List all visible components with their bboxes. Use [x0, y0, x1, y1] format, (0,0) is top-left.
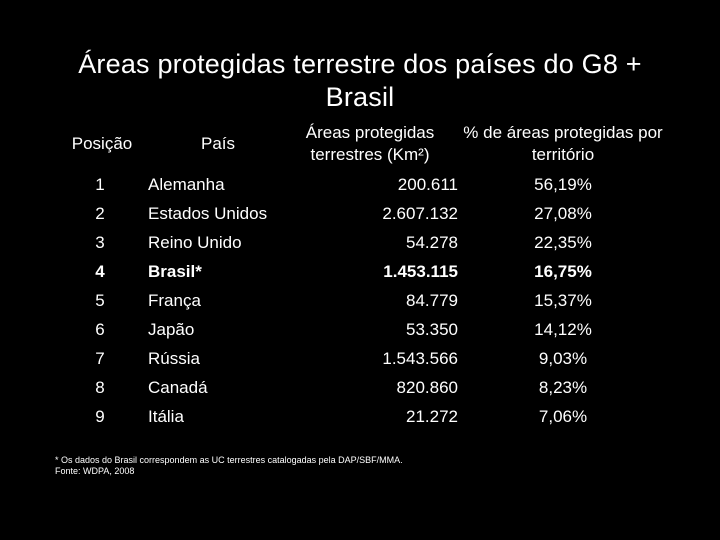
cell-percentual: 16,75%: [534, 262, 592, 281]
footnote-brasil: * Os dados do Brasil correspondem as UC …: [55, 455, 403, 465]
cell-percentual: 27,08%: [534, 204, 592, 223]
table-row: 1 Alemanha 200.611 56,19%: [0, 170, 720, 199]
cell-areas: 1.543.566: [382, 349, 458, 368]
footnotes: * Os dados do Brasil correspondem as UC …: [55, 455, 403, 477]
cell-posicao: 9: [95, 407, 105, 426]
header-pais: País: [200, 134, 236, 153]
table-row: 2 Estados Unidos 2.607.132 27,08%: [0, 199, 720, 228]
cell-pais: Alemanha: [148, 175, 225, 194]
cell-percentual: 14,12%: [534, 320, 592, 339]
cell-pais: Reino Unido: [148, 233, 242, 252]
cell-percentual: 22,35%: [534, 233, 592, 252]
cell-pais: Brasil*: [148, 262, 202, 281]
table-row: 7 Rússia 1.543.566 9,03%: [0, 344, 720, 373]
cell-areas: 820.860: [396, 378, 458, 397]
cell-pais: Rússia: [148, 349, 200, 368]
table-row: 6 Japão 53.350 14,12%: [0, 315, 720, 344]
table-row: 4 Brasil* 1.453.115 16,75%: [0, 257, 720, 286]
cell-areas: 84.779: [406, 291, 458, 310]
cell-pais: Japão: [148, 320, 195, 339]
cell-posicao: 5: [95, 291, 105, 310]
cell-percentual: 9,03%: [538, 349, 588, 368]
cell-pais: Estados Unidos: [148, 204, 268, 223]
cell-posicao: 7: [95, 349, 105, 368]
cell-areas: 1.453.115: [383, 262, 458, 281]
cell-posicao: 6: [95, 320, 105, 339]
header-posicao: Posição: [71, 134, 133, 153]
table-row: 5 França 84.779 15,37%: [0, 286, 720, 315]
cell-areas: 53.350: [406, 320, 458, 339]
cell-posicao: 8: [95, 378, 105, 397]
slide-title: Áreas protegidas terrestre dos países do…: [78, 49, 642, 112]
cell-posicao: 3: [95, 233, 105, 252]
cell-posicao: 2: [95, 204, 105, 223]
header-percentual: % de áreas protegidas por território: [463, 123, 663, 164]
footnote-source: Fonte: WDPA, 2008: [55, 466, 135, 476]
cell-percentual: 56,19%: [534, 175, 592, 194]
header-areas: Áreas protegidas terrestres (Km²): [305, 123, 435, 164]
cell-areas: 21.272: [406, 407, 458, 426]
cell-areas: 54.278: [406, 233, 458, 252]
table-row: 9 Itália 21.272 7,06%: [0, 402, 720, 431]
cell-pais: Itália: [148, 407, 184, 426]
table-row: 3 Reino Unido 54.278 22,35%: [0, 228, 720, 257]
cell-areas: 2.607.132: [382, 204, 458, 223]
cell-pais: França: [148, 291, 201, 310]
cell-pais: Canadá: [148, 378, 208, 397]
cell-areas: 200.611: [397, 175, 458, 194]
table-row: 8 Canadá 820.860 8,23%: [0, 373, 720, 402]
cell-posicao: 4: [95, 262, 105, 281]
cell-percentual: 7,06%: [538, 407, 588, 426]
cell-percentual: 8,23%: [538, 378, 588, 397]
cell-posicao: 1: [95, 175, 105, 194]
cell-percentual: 15,37%: [534, 291, 592, 310]
